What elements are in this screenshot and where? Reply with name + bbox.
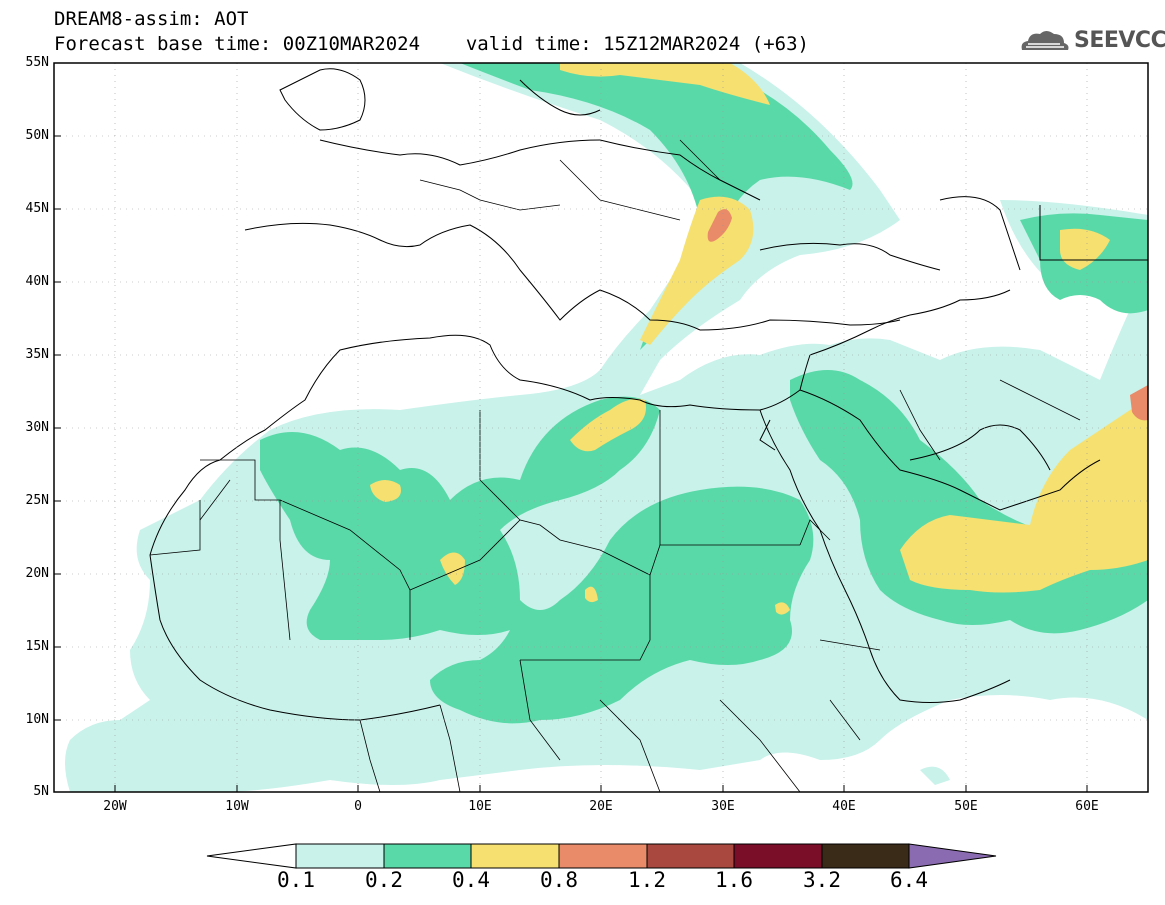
forecast-times: Forecast base time: 00Z10MAR2024 valid t… [54, 33, 809, 55]
lon-label-60e: 60E [1075, 799, 1099, 814]
colorbar-box-2 [383, 843, 472, 869]
colorbar-box-3 [470, 843, 560, 869]
lat-label-40n: 40N [25, 274, 49, 289]
lat-label-20n: 20N [25, 566, 49, 581]
colorbar-box-4 [558, 843, 648, 869]
colorbar-box-6 [733, 843, 823, 869]
colorbar-label-0.1: 0.1 [277, 868, 315, 892]
colorbar-low-arrow [206, 843, 297, 869]
aot-shading-0.8 [707, 209, 1148, 421]
colorbar-label-0.8: 0.8 [540, 868, 578, 892]
lat-label-45n: 45N [25, 201, 49, 216]
lat-label-50n: 50N [25, 128, 49, 143]
base-time: Forecast base time: 00Z10MAR2024 [54, 33, 421, 55]
colorbar-high-arrow [908, 843, 997, 869]
colorbar-label-0.2: 0.2 [365, 868, 403, 892]
lon-label-10w: 10W [225, 799, 249, 814]
lat-label-5n: 5N [33, 784, 49, 799]
lat-label-10n: 10N [25, 712, 49, 727]
colorbar-box-7 [821, 843, 910, 869]
colorbar-label-1.6: 1.6 [715, 868, 753, 892]
lon-label-40e: 40E [832, 799, 856, 814]
lon-label-20e: 20E [589, 799, 613, 814]
lat-label-30n: 30N [25, 420, 49, 435]
borders [149, 139, 1081, 792]
lat-label-15n: 15N [25, 639, 49, 654]
colorbar [206, 843, 997, 869]
cloud-icon [1021, 31, 1069, 50]
colorbar-label-3.2: 3.2 [803, 868, 841, 892]
lat-label-25n: 25N [25, 493, 49, 508]
coastlines [149, 68, 1148, 721]
colorbar-label-0.4: 0.4 [452, 868, 490, 892]
lon-label-10e: 10E [468, 799, 492, 814]
lon-label-20w: 20W [103, 799, 127, 814]
lat-label-55n: 55N [25, 55, 49, 70]
colorbar-box-1 [295, 843, 385, 869]
colorbar-label-1.2: 1.2 [628, 868, 666, 892]
map-title: DREAM8-assim: AOT [54, 8, 249, 30]
colorbar-box-5 [646, 843, 735, 869]
seevccc-logo: SEEVCCC [1074, 28, 1165, 53]
lon-label-0: 0 [354, 799, 362, 814]
lon-label-50e: 50E [954, 799, 978, 814]
valid-time: valid time: 15Z12MAR2024 (+63) [465, 33, 809, 55]
graticule [54, 63, 1148, 792]
axis-ticks [54, 62, 1088, 793]
lat-label-35n: 35N [25, 347, 49, 362]
lon-label-30e: 30E [711, 799, 735, 814]
colorbar-label-6.4: 6.4 [890, 868, 928, 892]
